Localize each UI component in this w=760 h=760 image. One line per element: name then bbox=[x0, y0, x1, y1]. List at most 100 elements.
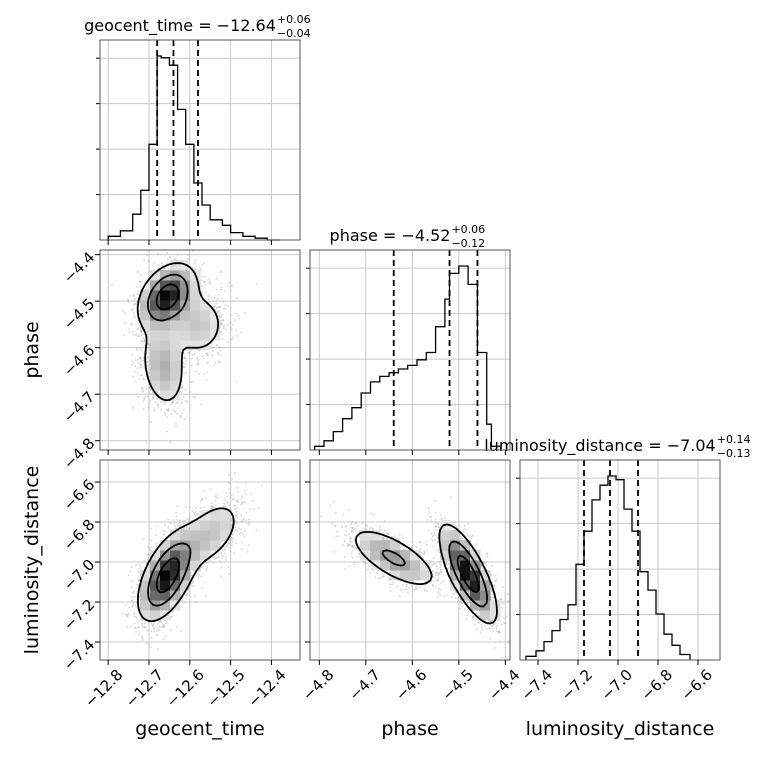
scatter-point bbox=[220, 566, 223, 569]
scatter-point bbox=[143, 566, 146, 569]
scatter-point bbox=[131, 353, 134, 356]
scatter-point bbox=[218, 345, 221, 348]
scatter-point bbox=[183, 366, 186, 369]
scatter-point bbox=[161, 624, 164, 627]
scatter-point bbox=[222, 505, 225, 508]
scatter-point bbox=[219, 560, 221, 563]
scatter-point bbox=[150, 636, 153, 639]
scatter-point bbox=[229, 313, 232, 316]
scatter-point bbox=[226, 545, 228, 548]
scatter-point bbox=[146, 364, 149, 367]
scatter-point bbox=[154, 401, 157, 404]
density-cell bbox=[190, 330, 201, 341]
scatter-point bbox=[165, 430, 168, 433]
scatter-point bbox=[235, 526, 237, 529]
scatter-point bbox=[230, 544, 233, 547]
scatter-point bbox=[176, 505, 179, 508]
scatter-point bbox=[194, 600, 197, 603]
scatter-point bbox=[201, 275, 204, 278]
scatter-point bbox=[185, 360, 188, 363]
scatter-point bbox=[195, 356, 198, 359]
scatter-point bbox=[139, 356, 142, 359]
scatter-point bbox=[202, 262, 205, 265]
scatter-point bbox=[230, 338, 233, 341]
scatter-point bbox=[203, 581, 206, 584]
scatter-point bbox=[216, 296, 219, 299]
density-cell bbox=[160, 310, 171, 321]
scatter-point bbox=[131, 599, 134, 601]
scatter-point bbox=[240, 331, 243, 334]
scatter-point bbox=[182, 522, 185, 525]
scatter-point bbox=[156, 267, 159, 270]
scatter-point bbox=[203, 275, 206, 278]
scatter-point bbox=[146, 553, 149, 556]
scatter-point bbox=[196, 364, 199, 366]
density-cell bbox=[190, 320, 201, 331]
scatter-point bbox=[134, 359, 137, 362]
scatter-point bbox=[260, 484, 263, 487]
scatter-point bbox=[232, 498, 235, 501]
scatter-point bbox=[234, 541, 237, 544]
scatter-point bbox=[134, 302, 136, 305]
scatter-point bbox=[212, 350, 214, 352]
scatter-point bbox=[138, 280, 141, 283]
scatter-point bbox=[156, 622, 159, 625]
contour-level-3 bbox=[155, 283, 180, 311]
scatter-point bbox=[248, 524, 251, 527]
scatter-point bbox=[219, 360, 222, 363]
scatter-point bbox=[194, 595, 197, 598]
scatter-point bbox=[141, 342, 144, 345]
scatter-point bbox=[223, 502, 226, 505]
scatter-point bbox=[141, 386, 144, 389]
scatter-point bbox=[228, 573, 231, 576]
scatter-point bbox=[144, 626, 147, 629]
scatter-point bbox=[213, 296, 216, 299]
scatter-point bbox=[213, 561, 216, 564]
scatter-point bbox=[219, 288, 222, 291]
scatter-point bbox=[126, 615, 129, 618]
scatter-point bbox=[232, 323, 234, 326]
scatter-point bbox=[213, 305, 216, 308]
scatter-point bbox=[132, 361, 135, 364]
scatter-point bbox=[140, 334, 143, 337]
scatter-point bbox=[201, 498, 204, 501]
scatter-point bbox=[200, 566, 203, 569]
scatter-point bbox=[229, 550, 232, 553]
scatter-point bbox=[223, 324, 226, 327]
scatter-point bbox=[214, 495, 217, 498]
scatter-point bbox=[208, 281, 210, 284]
scatter-point bbox=[157, 253, 160, 256]
scatter-point bbox=[235, 514, 238, 517]
scatter-point bbox=[211, 505, 214, 508]
scatter-point bbox=[191, 357, 194, 360]
scatter-point bbox=[141, 639, 144, 641]
scatter-point bbox=[213, 361, 216, 364]
scatter-point bbox=[140, 361, 143, 363]
scatter-point bbox=[233, 508, 236, 511]
scatter-point bbox=[188, 351, 191, 354]
scatter-point bbox=[133, 380, 136, 383]
scatter-point bbox=[138, 362, 141, 365]
density-cell bbox=[160, 320, 171, 331]
scatter-point bbox=[178, 524, 181, 527]
scatter-point bbox=[215, 307, 218, 310]
scatter-point bbox=[207, 295, 210, 297]
scatter-point bbox=[232, 538, 235, 541]
scatter-point bbox=[124, 604, 127, 607]
scatter-point bbox=[232, 551, 235, 554]
scatter-point bbox=[157, 263, 160, 266]
scatter-point bbox=[126, 613, 129, 616]
scatter-point bbox=[237, 501, 240, 503]
scatter-point bbox=[135, 285, 138, 288]
scatter-point bbox=[255, 528, 258, 531]
scatter-point bbox=[216, 343, 219, 346]
scatter-point bbox=[247, 544, 250, 547]
scatter-point bbox=[235, 329, 238, 332]
scatter-point bbox=[231, 284, 234, 287]
scatter-point bbox=[164, 414, 167, 416]
scatter-point bbox=[180, 412, 183, 414]
density-cell bbox=[190, 310, 201, 321]
scatter-point bbox=[227, 285, 230, 288]
scatter-point bbox=[252, 508, 255, 511]
scatter-point bbox=[162, 534, 165, 537]
